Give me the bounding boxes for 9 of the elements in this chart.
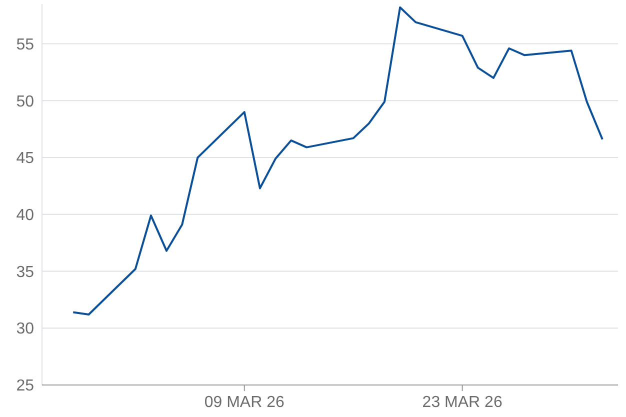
y-tick-label: 25 bbox=[16, 378, 34, 395]
y-tick-label: 50 bbox=[16, 93, 34, 110]
y-tick-label: 55 bbox=[16, 36, 34, 54]
y-tick-label: 45 bbox=[16, 150, 34, 168]
y-tick-label: 40 bbox=[16, 207, 34, 224]
y-tick-label: 30 bbox=[16, 320, 34, 338]
y-tick-label: 35 bbox=[16, 264, 34, 281]
x-tick-label: 09 MAR 26 bbox=[204, 394, 284, 411]
x-tick-label: 23 MAR 26 bbox=[422, 394, 502, 411]
